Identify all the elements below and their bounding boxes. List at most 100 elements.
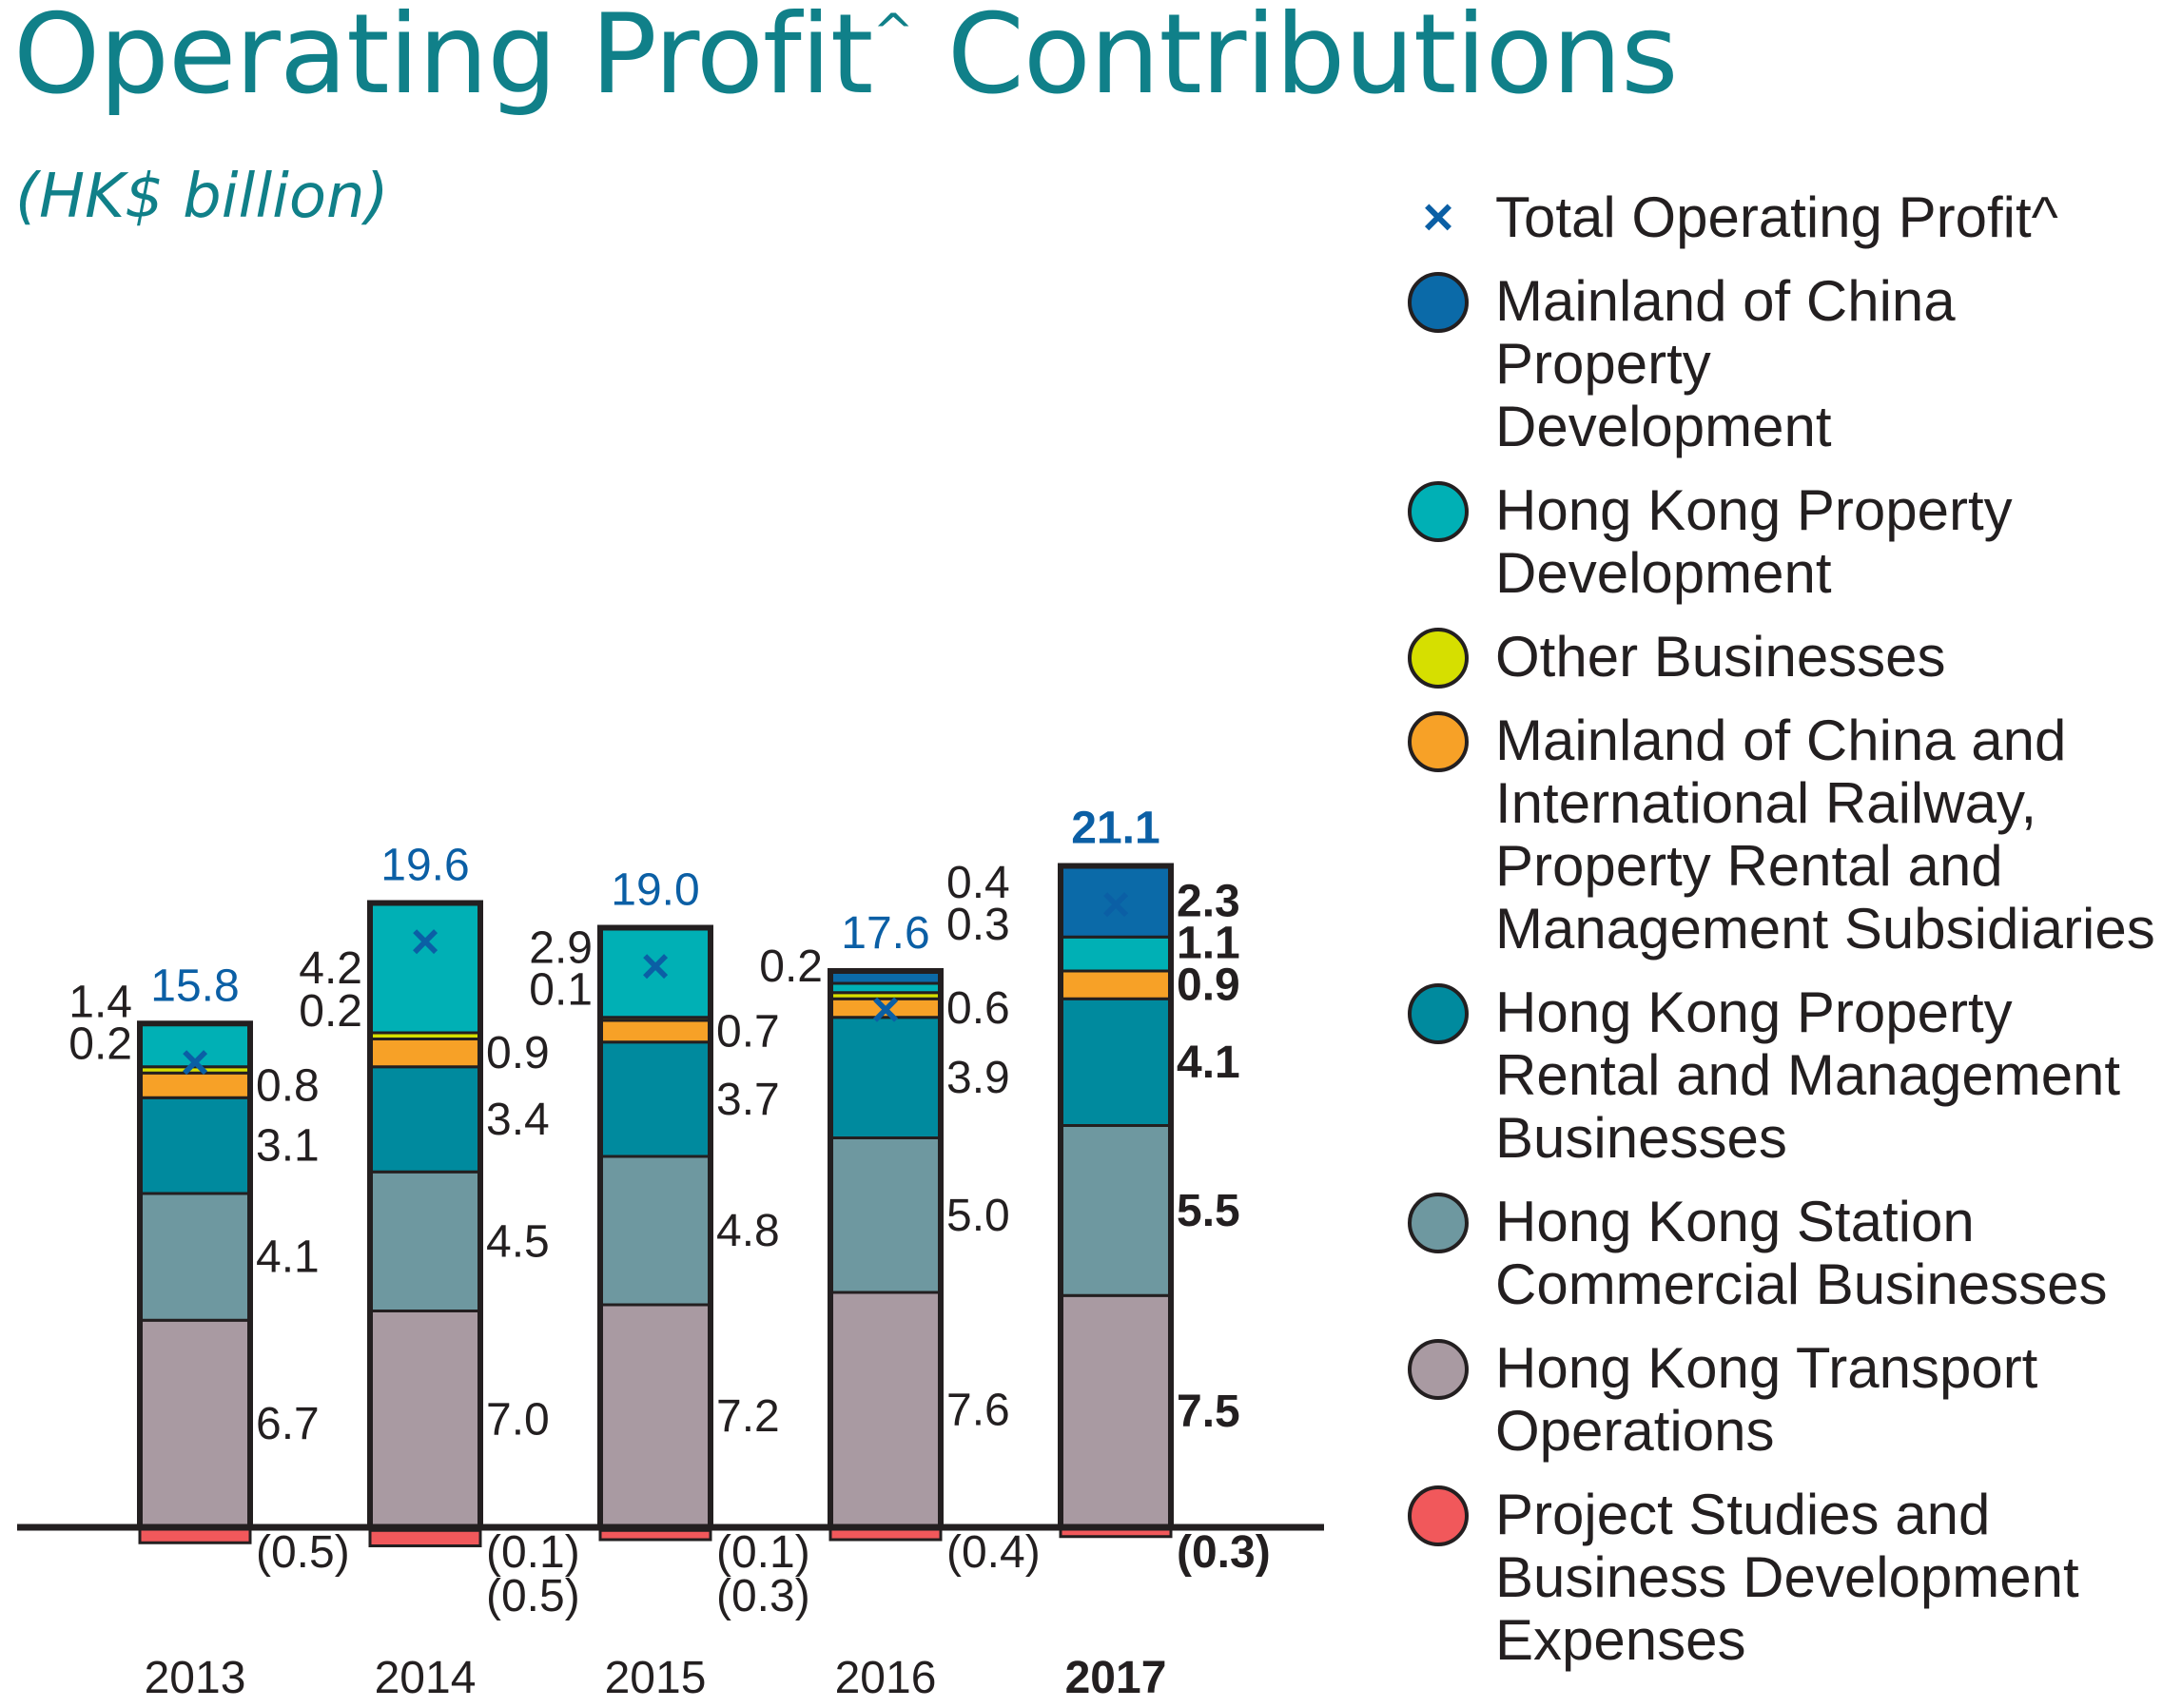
data-label-2013-hong-kong-property-development: 1.4 [68, 977, 132, 1027]
data-label-2014-hong-kong-transport-operations: 7.0 [486, 1394, 550, 1445]
data-label-2014-hong-kong-property-rental-and-management-businesses: 3.4 [486, 1095, 550, 1145]
data-label-2015-hong-kong-property-development: 2.9 [529, 922, 593, 973]
bar-segment-2014-hong-kong-station-commercial-businesses [368, 1170, 482, 1312]
data-label-2016-other-businesses: 0.2 [759, 941, 823, 992]
data-label-2016-hong-kong-property-development: 0.3 [946, 900, 1010, 950]
bar-segment-2017-hong-kong-property-rental-and-management-businesses [1059, 997, 1173, 1127]
legend-item-hong-kong-station-commercial-businesses: Hong Kong Station Commercial Businesses [1408, 1191, 2178, 1316]
bar-segment-2015-hong-kong-transport-operations [598, 1303, 712, 1529]
data-label-2015-mainland-of-china-property-development: (0.1) [716, 1527, 810, 1578]
legend-swatch-project-studies-and-business-development-expenses [1408, 1485, 1469, 1546]
data-label-2016-mainland-of-china-property-development: 0.4 [946, 858, 1010, 908]
chart-subtitle: (HK$ billion) [15, 162, 389, 232]
bar-segment-2017-mainland-of-china-property-development [1059, 864, 1173, 939]
data-label-2013-project-studies-and-business-development-expenses: (0.5) [256, 1527, 350, 1578]
legend-label: Other Businesses [1495, 625, 1946, 689]
data-label-2016-hong-kong-property-rental-and-management-businesses: 3.9 [946, 1053, 1010, 1103]
data-label-2017-mainland-of-china-and-international-railway-property-rental-and-management-subsidiaries: 0.9 [1177, 961, 1240, 1011]
data-label-2014-mainland-of-china-property-development: (0.1) [486, 1527, 580, 1578]
stacked-bar-chart: 6.74.13.10.80.21.4(0.5)×15.820137.04.53.… [17, 804, 1324, 1703]
total-marker-2013: × [181, 1035, 209, 1090]
data-label-2016-project-studies-and-business-development-expenses: (0.4) [946, 1527, 1041, 1578]
legend-label: Mainland of China and International Rail… [1495, 708, 2155, 961]
legend-item-hong-kong-transport-operations: Hong Kong Transport Operations [1408, 1337, 2178, 1463]
legend-swatch-mainland-of-china-and-international-railway-property-rental-and-management-subsidiaries [1408, 711, 1469, 772]
data-label-2015-project-studies-and-business-development-expenses: (0.3) [716, 1571, 810, 1621]
data-label-2013-mainland-of-china-and-international-railway-property-rental-and-management-subsidiaries: 0.8 [256, 1060, 320, 1111]
data-label-2017-hong-kong-transport-operations: 7.5 [1177, 1387, 1240, 1437]
legend-swatch-hong-kong-property-development [1408, 481, 1469, 542]
bar-segment-2017-hong-kong-property-development [1059, 935, 1173, 973]
legend-item-other-businesses: Other Businesses [1408, 626, 2178, 689]
data-label-2015-mainland-of-china-and-international-railway-property-rental-and-management-subsidiaries: 0.7 [716, 1006, 780, 1057]
total-marker-2017: × [1101, 878, 1130, 933]
x-tick-label-2013: 2013 [145, 1653, 246, 1703]
bar-segment-2016-hong-kong-transport-operations [828, 1291, 943, 1529]
legend-label: Hong Kong Station Commercial Businesses [1495, 1190, 2108, 1316]
data-label-2013-other-businesses: 0.2 [68, 1019, 132, 1069]
total-label-2013: 15.8 [150, 961, 239, 1011]
data-label-2014-other-businesses: 0.2 [299, 986, 362, 1037]
data-label-2015-hong-kong-station-commercial-businesses: 4.8 [716, 1206, 780, 1256]
bar-segment-2015-hong-kong-station-commercial-businesses [598, 1155, 712, 1307]
total-label-2014: 19.6 [380, 841, 469, 891]
data-label-2017-project-studies-and-business-development-expenses: (0.3) [1177, 1527, 1271, 1578]
legend-swatch-other-businesses [1408, 628, 1469, 689]
chart-title-mark: ^ [872, 4, 914, 61]
x-tick-label-2014: 2014 [375, 1653, 477, 1703]
bar-segment-2016-hong-kong-station-commercial-businesses [828, 1136, 943, 1294]
data-label-2015-other-businesses: 0.1 [529, 964, 593, 1015]
legend-item-mainland-of-china-and-international-railway-property-rental-and-management-subsidiaries: Mainland of China and International Rail… [1408, 709, 2178, 961]
bar-segment-2015-mainland-of-china-and-international-railway-property-rental-and-management-subsidiaries [598, 1019, 712, 1044]
total-label-2016: 17.6 [841, 908, 929, 959]
bar-segment-2013-hong-kong-property-rental-and-management-businesses [138, 1096, 252, 1195]
bar-segment-2013-hong-kong-transport-operations [138, 1318, 252, 1529]
bar-segment-2017-hong-kong-transport-operations [1059, 1293, 1173, 1529]
data-label-2014-hong-kong-property-development: 4.2 [299, 943, 362, 994]
x-tick-label-2015: 2015 [605, 1653, 707, 1703]
data-label-2015-hong-kong-property-rental-and-management-businesses: 3.7 [716, 1075, 780, 1125]
total-marker-2015: × [641, 940, 670, 995]
legend-label: Total Operating Profit^ [1495, 185, 2058, 249]
data-label-2013-hong-kong-property-rental-and-management-businesses: 3.1 [256, 1121, 320, 1172]
bar-segment-2015-project-studies-and-business-development-expenses [598, 1528, 712, 1542]
data-label-2013-hong-kong-transport-operations: 6.7 [256, 1399, 320, 1449]
legend-label: Hong Kong Property Development [1495, 478, 2013, 605]
legend-marker-total-icon: × [1422, 186, 1454, 246]
total-marker-2016: × [871, 982, 900, 1038]
legend-item-mainland-of-china-property-development: Mainland of China Property Development [1408, 270, 2178, 458]
legend-item-total-operating-profit: × Total Operating Profit^ [1408, 186, 2178, 249]
data-label-2015-hong-kong-transport-operations: 7.2 [716, 1391, 780, 1442]
legend-item-hong-kong-property-rental-and-management-businesses: Hong Kong Property Rental and Management… [1408, 981, 2178, 1170]
data-label-2016-hong-kong-station-commercial-businesses: 5.0 [946, 1191, 1010, 1241]
legend-swatch-hong-kong-property-rental-and-management-businesses [1408, 983, 1469, 1044]
data-label-2014-mainland-of-china-and-international-railway-property-rental-and-management-subsidiaries: 0.9 [486, 1028, 550, 1078]
legend: × Total Operating Profit^ Mainland of Chin… [1408, 186, 2178, 1693]
total-label-2017: 21.1 [1071, 804, 1159, 854]
total-label-2015: 19.0 [611, 865, 699, 916]
bar-segment-2015-hong-kong-property-rental-and-management-businesses [598, 1040, 712, 1158]
bar-segment-2014-hong-kong-property-rental-and-management-businesses [368, 1065, 482, 1174]
total-marker-2014: × [411, 915, 439, 970]
legend-swatch-hong-kong-transport-operations [1408, 1339, 1469, 1400]
legend-item-hong-kong-property-development: Hong Kong Property Development [1408, 479, 2178, 605]
data-label-2017-hong-kong-property-development: 1.1 [1177, 919, 1240, 969]
data-label-2013-hong-kong-station-commercial-businesses: 4.1 [256, 1232, 320, 1283]
bar-segment-2014-mainland-of-china-and-international-railway-property-rental-and-management-subsidiaries [368, 1038, 482, 1069]
bar-segment-2014-project-studies-and-business-development-expenses [368, 1528, 482, 1547]
bar-segment-2014-hong-kong-transport-operations [368, 1310, 482, 1529]
legend-label: Mainland of China Property Development [1495, 269, 1956, 458]
legend-swatch-mainland-of-china-property-development [1408, 272, 1469, 333]
legend-label: Hong Kong Transport Operations [1495, 1336, 2038, 1463]
data-label-2014-project-studies-and-business-development-expenses: (0.5) [486, 1571, 580, 1621]
bar-segment-2017-mainland-of-china-and-international-railway-property-rental-and-management-subsidiaries [1059, 969, 1173, 1000]
x-tick-label-2016: 2016 [835, 1653, 937, 1703]
legend-item-project-studies-and-business-development-expenses: Project Studies and Business Development… [1408, 1484, 2178, 1672]
bar-segment-2013-hong-kong-station-commercial-businesses [138, 1192, 252, 1322]
data-label-2014-hong-kong-station-commercial-businesses: 4.5 [486, 1216, 550, 1267]
data-label-2017-hong-kong-station-commercial-businesses: 5.5 [1177, 1186, 1240, 1236]
bar-segment-2017-hong-kong-station-commercial-businesses [1059, 1124, 1173, 1297]
legend-label: Project Studies and Business Development… [1495, 1483, 2079, 1672]
data-label-2017-hong-kong-property-rental-and-management-businesses: 4.1 [1177, 1038, 1240, 1088]
legend-swatch-hong-kong-station-commercial-businesses [1408, 1193, 1469, 1253]
